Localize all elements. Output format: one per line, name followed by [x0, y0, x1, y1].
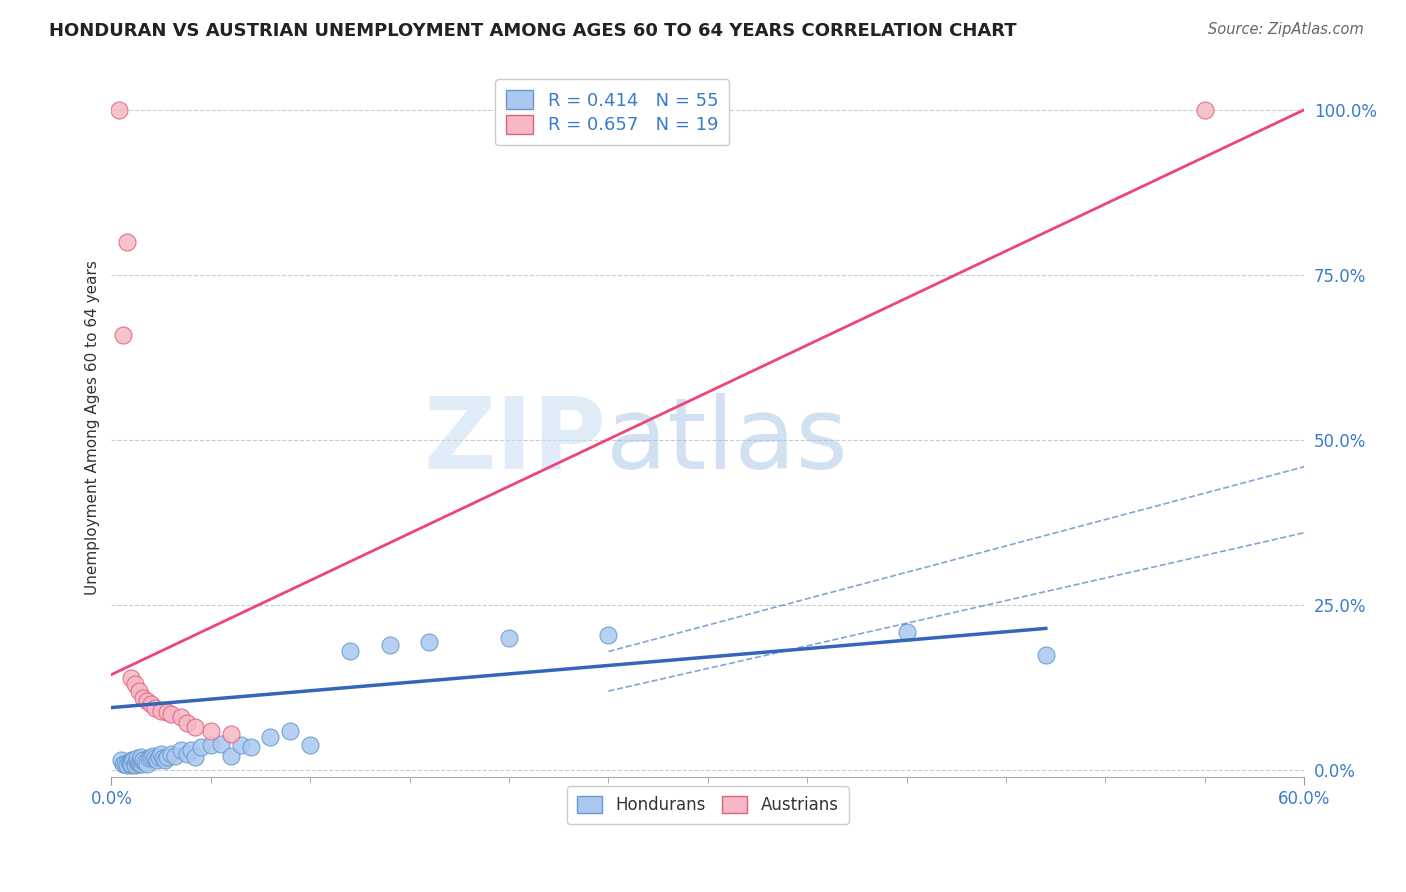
Point: [127, 751, 149, 765]
Point: [170, 743, 193, 757]
Point: [120, 671, 142, 685]
Text: atlas: atlas: [606, 392, 848, 490]
Text: Source: ZipAtlas.com: Source: ZipAtlas.com: [1208, 22, 1364, 37]
Point: [120, 753, 142, 767]
Point: [114, 756, 136, 771]
Point: [136, 694, 159, 708]
Point: [209, 737, 232, 751]
Point: [378, 638, 401, 652]
Point: [200, 723, 222, 738]
Point: [200, 738, 222, 752]
Point: [127, 756, 149, 770]
Point: [299, 738, 322, 752]
Point: [160, 747, 183, 761]
Point: [128, 756, 150, 771]
Point: [190, 740, 212, 755]
Point: [138, 751, 160, 765]
Point: [339, 644, 361, 658]
Point: [163, 748, 186, 763]
Point: [219, 748, 242, 763]
Point: [142, 748, 165, 763]
Point: [141, 750, 163, 764]
Point: [278, 723, 301, 738]
Point: [143, 700, 166, 714]
Point: [150, 747, 173, 761]
Point: [124, 756, 146, 771]
Point: [184, 720, 207, 734]
Point: [129, 756, 152, 771]
Point: [134, 756, 156, 770]
Point: [418, 634, 440, 648]
Point: [1035, 648, 1057, 662]
Point: [143, 751, 166, 765]
Point: [120, 758, 142, 772]
Point: [239, 740, 262, 755]
Point: [150, 704, 173, 718]
Point: [1194, 103, 1216, 117]
Point: [128, 684, 150, 698]
Point: [598, 628, 620, 642]
Point: [108, 103, 131, 117]
Point: [229, 738, 252, 752]
Y-axis label: Unemployment Among Ages 60 to 64 years: Unemployment Among Ages 60 to 64 years: [86, 260, 100, 595]
Point: [136, 756, 159, 771]
Point: [132, 690, 155, 705]
Point: [184, 750, 207, 764]
Point: [152, 751, 174, 765]
Text: ZIP: ZIP: [423, 392, 606, 490]
Legend: Hondurans, Austrians: Hondurans, Austrians: [567, 787, 849, 824]
Point: [896, 624, 918, 639]
Point: [132, 753, 155, 767]
Point: [117, 235, 139, 250]
Point: [117, 758, 139, 772]
Point: [141, 698, 163, 712]
Point: [112, 327, 135, 342]
Point: [176, 747, 198, 761]
Point: [148, 750, 170, 764]
Point: [120, 756, 142, 770]
Point: [124, 758, 146, 772]
Point: [156, 750, 179, 764]
Point: [146, 753, 169, 767]
Point: [170, 710, 193, 724]
Point: [180, 743, 202, 757]
Point: [122, 753, 145, 767]
Point: [110, 753, 132, 767]
Point: [153, 753, 176, 767]
Point: [219, 727, 242, 741]
Text: HONDURAN VS AUSTRIAN UNEMPLOYMENT AMONG AGES 60 TO 64 YEARS CORRELATION CHART: HONDURAN VS AUSTRIAN UNEMPLOYMENT AMONG …: [49, 22, 1017, 40]
Point: [124, 677, 146, 691]
Point: [120, 756, 142, 771]
Point: [498, 632, 520, 646]
Point: [129, 753, 152, 767]
Point: [259, 731, 281, 745]
Point: [118, 756, 141, 770]
Point: [128, 756, 150, 770]
Point: [160, 707, 183, 722]
Point: [129, 750, 152, 764]
Point: [156, 705, 179, 719]
Point: [120, 756, 142, 771]
Point: [176, 715, 198, 730]
Point: [112, 756, 135, 771]
